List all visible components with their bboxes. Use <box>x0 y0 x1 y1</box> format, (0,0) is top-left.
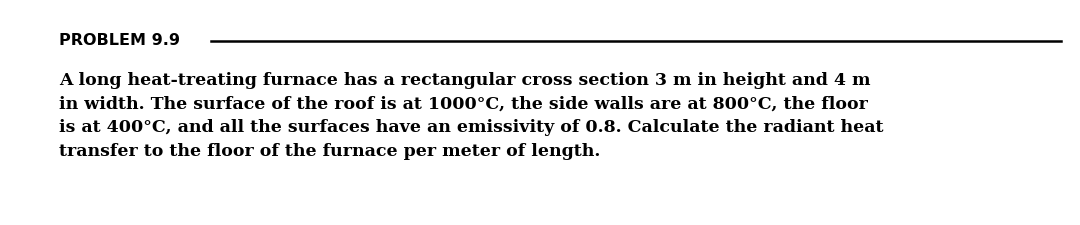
Text: A long heat-treating furnace has a rectangular cross section 3 m in height and 4: A long heat-treating furnace has a recta… <box>59 72 883 160</box>
Text: PROBLEM 9.9: PROBLEM 9.9 <box>59 33 180 48</box>
